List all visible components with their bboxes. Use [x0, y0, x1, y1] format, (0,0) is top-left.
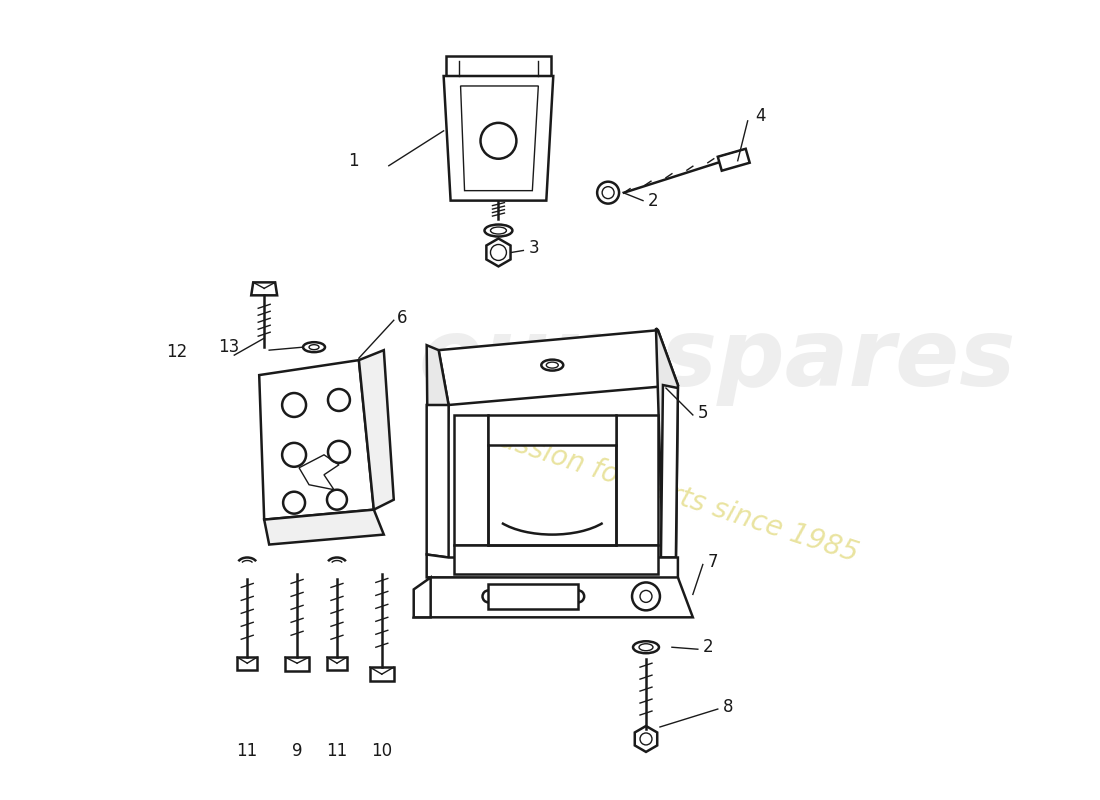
Polygon shape	[370, 667, 394, 681]
Circle shape	[327, 490, 346, 510]
Polygon shape	[446, 56, 551, 76]
Polygon shape	[488, 585, 579, 610]
Text: a passion for parts since 1985: a passion for parts since 1985	[454, 411, 861, 568]
Polygon shape	[635, 726, 657, 752]
Polygon shape	[427, 405, 449, 558]
Circle shape	[283, 492, 305, 514]
Polygon shape	[661, 385, 678, 558]
Text: 9: 9	[292, 742, 302, 760]
Polygon shape	[414, 578, 693, 618]
Text: 6: 6	[397, 310, 407, 327]
Text: 2: 2	[703, 638, 714, 656]
Polygon shape	[439, 330, 678, 405]
Polygon shape	[427, 345, 449, 559]
Polygon shape	[488, 415, 616, 445]
Text: 7: 7	[707, 554, 718, 571]
Text: eurospares: eurospares	[419, 314, 1016, 406]
Text: 11: 11	[327, 742, 348, 760]
Polygon shape	[264, 510, 384, 545]
Text: 11: 11	[236, 742, 257, 760]
Polygon shape	[453, 545, 658, 574]
Text: 12: 12	[166, 343, 187, 361]
Text: 1: 1	[349, 152, 359, 170]
Text: 10: 10	[372, 742, 393, 760]
Text: 8: 8	[723, 698, 734, 716]
Polygon shape	[427, 554, 678, 579]
Polygon shape	[616, 415, 658, 545]
Polygon shape	[656, 328, 678, 559]
Circle shape	[328, 441, 350, 463]
Text: 3: 3	[528, 239, 539, 258]
Circle shape	[328, 389, 350, 411]
Polygon shape	[251, 282, 277, 295]
Polygon shape	[359, 350, 394, 510]
Text: 5: 5	[697, 404, 708, 422]
Polygon shape	[414, 578, 431, 618]
Polygon shape	[486, 238, 510, 266]
Circle shape	[282, 393, 306, 417]
Polygon shape	[718, 149, 750, 170]
Polygon shape	[285, 658, 309, 671]
Text: 4: 4	[756, 107, 767, 125]
Circle shape	[282, 443, 306, 466]
Text: 2: 2	[648, 192, 659, 210]
Polygon shape	[327, 658, 346, 670]
Polygon shape	[453, 415, 488, 545]
Polygon shape	[260, 360, 374, 520]
Text: 13: 13	[218, 338, 240, 356]
Polygon shape	[238, 658, 257, 670]
Polygon shape	[443, 76, 553, 201]
